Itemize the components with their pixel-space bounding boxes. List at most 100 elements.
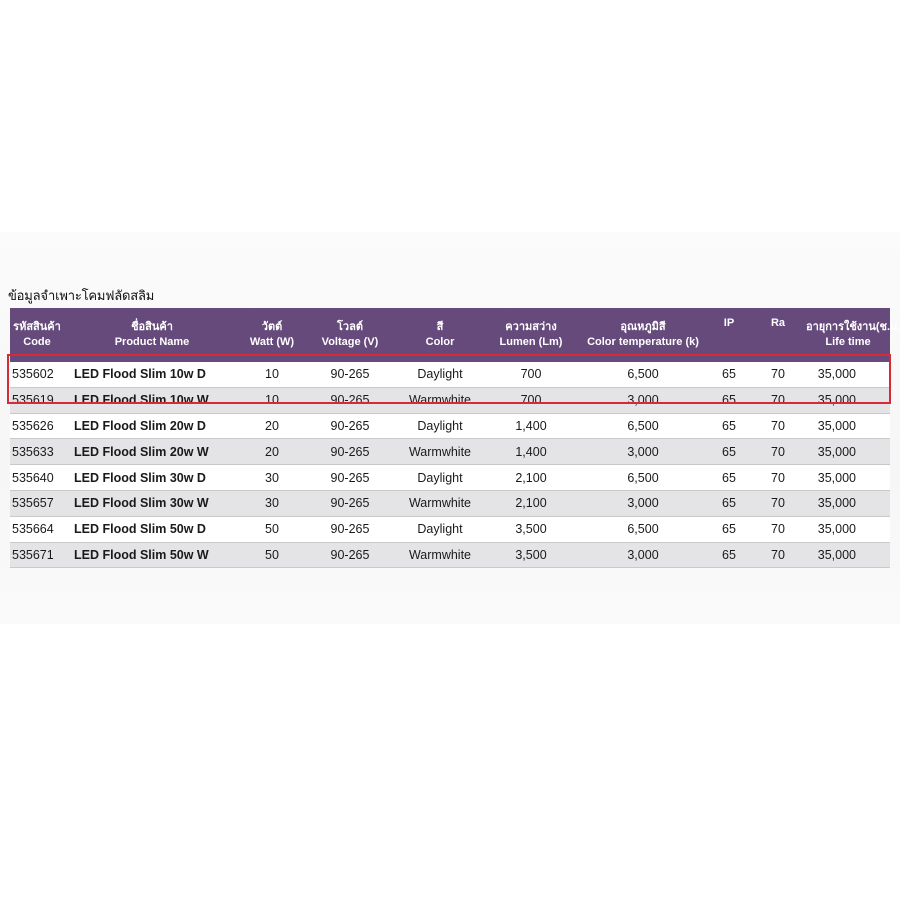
cell-voltage: 90-265: [304, 542, 396, 569]
cell-color: Daylight: [396, 516, 484, 543]
cell-watt: 30: [240, 464, 304, 491]
table-row: 535602 LED Flood Slim 10w D 10 90-265 Daylig…: [10, 362, 890, 388]
cell-color-temperature: 6,500: [578, 413, 708, 440]
table-row: 535664 LED Flood Slim 50w D 50 90-265 Daylig…: [10, 516, 890, 543]
cell-life-time: 35,000: [806, 516, 890, 543]
cell-voltage: 90-265: [304, 490, 396, 517]
cell-product-name: LED Flood Slim 20w D: [64, 413, 240, 440]
cell-voltage: 90-265: [304, 464, 396, 491]
cell-lumen: 1,400: [484, 438, 578, 466]
cell-lumen: 3,500: [484, 516, 578, 543]
cell-ra: 70: [750, 542, 806, 569]
cell-color: Warmwhite: [396, 542, 484, 569]
cell-voltage: 90-265: [304, 438, 396, 466]
cell-product-name: LED Flood Slim 50w D: [64, 516, 240, 543]
cell-life-time: 35,000: [806, 387, 890, 414]
cell-color: Daylight: [396, 362, 484, 388]
cell-voltage: 90-265: [304, 362, 396, 388]
cell-code: 535619: [10, 387, 64, 414]
cell-lumen: 3,500: [484, 542, 578, 569]
cell-code: 535626: [10, 413, 64, 440]
cell-color: Daylight: [396, 464, 484, 491]
cell-ip: 65: [708, 387, 750, 414]
cell-life-time: 35,000: [806, 413, 890, 440]
cell-ra: 70: [750, 438, 806, 466]
table-row: 535619 LED Flood Slim 10w W 10 90-265 Warmwh…: [10, 387, 890, 414]
cell-watt: 10: [240, 362, 304, 388]
cell-code: 535640: [10, 464, 64, 491]
cell-life-time: 35,000: [806, 490, 890, 517]
cell-watt: 50: [240, 542, 304, 569]
cell-ip: 65: [708, 438, 750, 466]
col-header-life-time: อายุการใช้งาน(ช.ม.) Life time: [806, 321, 900, 348]
cell-life-time: 35,000: [806, 438, 890, 466]
cell-ra: 70: [750, 516, 806, 543]
col-header-ip: IP: [723, 317, 735, 329]
cell-watt: 50: [240, 516, 304, 543]
cell-ra: 70: [750, 387, 806, 414]
col-header-watt: วัตต์ Watt (W): [249, 321, 295, 348]
spec-table: รหัสสินค้า Code ชื่อสินค้า Product Name วั…: [10, 308, 900, 569]
cell-life-time: 35,000: [806, 542, 890, 569]
cell-ip: 65: [708, 464, 750, 491]
cell-voltage: 90-265: [304, 516, 396, 543]
cell-ra: 70: [750, 464, 806, 491]
cell-voltage: 90-265: [304, 387, 396, 414]
cell-color-temperature: 6,500: [578, 362, 708, 388]
cell-color-temperature: 3,000: [578, 438, 708, 466]
cell-ip: 65: [708, 490, 750, 517]
cell-ip: 65: [708, 516, 750, 543]
table-row: 535633 LED Flood Slim 20w W 20 90-265 Warmwh…: [10, 438, 890, 466]
cell-ip: 65: [708, 362, 750, 388]
cell-watt: 10: [240, 387, 304, 414]
col-header-lumen: ความสว่าง Lumen (Lm): [499, 321, 563, 348]
col-header-product-name: ชื่อสินค้า Product Name: [114, 321, 190, 348]
spec-heading: ข้อมูลจำเพาะโคมฟลัดสลิม: [8, 289, 155, 304]
cell-ra: 70: [750, 490, 806, 517]
cell-lumen: 1,400: [484, 413, 578, 440]
cell-watt: 30: [240, 490, 304, 517]
cell-watt: 20: [240, 438, 304, 466]
col-header-color: สี Color: [425, 321, 455, 348]
cell-lumen: 2,100: [484, 464, 578, 491]
cell-color-temperature: 6,500: [578, 516, 708, 543]
cell-code: 535671: [10, 542, 64, 569]
cell-code: 535664: [10, 516, 64, 543]
cell-color: Warmwhite: [396, 490, 484, 517]
cell-product-name: LED Flood Slim 30w W: [64, 490, 240, 517]
table-row: 535671 LED Flood Slim 50w W 50 90-265 Warmwh…: [10, 542, 890, 569]
table-header-row: รหัสสินค้า Code ชื่อสินค้า Product Name วั…: [10, 308, 900, 362]
cell-lumen: 700: [484, 362, 578, 388]
cell-code: 535657: [10, 490, 64, 517]
cell-ip: 65: [708, 542, 750, 569]
table-row: 535626 LED Flood Slim 20w D 20 90-265 Daylig…: [10, 413, 890, 440]
cell-product-name: LED Flood Slim 20w W: [64, 438, 240, 466]
cell-color-temperature: 3,000: [578, 387, 708, 414]
cell-product-name: LED Flood Slim 10w W: [64, 387, 240, 414]
cell-lumen: 2,100: [484, 490, 578, 517]
col-header-ra: Ra: [770, 317, 786, 329]
cell-color-temperature: 3,000: [578, 490, 708, 517]
cell-color: Daylight: [396, 413, 484, 440]
col-header-color-temperature: อุณหภูมิสี Color temperature (k): [587, 321, 699, 348]
table-row: 535640 LED Flood Slim 30w D 30 90-265 Daylig…: [10, 464, 890, 491]
cell-watt: 20: [240, 413, 304, 440]
cell-life-time: 35,000: [806, 362, 890, 388]
cell-voltage: 90-265: [304, 413, 396, 440]
cell-life-time: 35,000: [806, 464, 890, 491]
cell-color: Warmwhite: [396, 438, 484, 466]
cell-ra: 70: [750, 362, 806, 388]
cell-ra: 70: [750, 413, 806, 440]
col-header-code: รหัสสินค้า Code: [13, 321, 61, 348]
cell-product-name: LED Flood Slim 30w D: [64, 464, 240, 491]
cell-ip: 65: [708, 413, 750, 440]
cell-product-name: LED Flood Slim 10w D: [64, 362, 240, 388]
cell-code: 535602: [10, 362, 64, 388]
cell-product-name: LED Flood Slim 50w W: [64, 542, 240, 569]
cell-code: 535633: [10, 438, 64, 466]
cell-lumen: 700: [484, 387, 578, 414]
cell-color: Warmwhite: [396, 387, 484, 414]
table-row: 535657 LED Flood Slim 30w W 30 90-265 Warmwh…: [10, 490, 890, 517]
cell-color-temperature: 3,000: [578, 542, 708, 569]
